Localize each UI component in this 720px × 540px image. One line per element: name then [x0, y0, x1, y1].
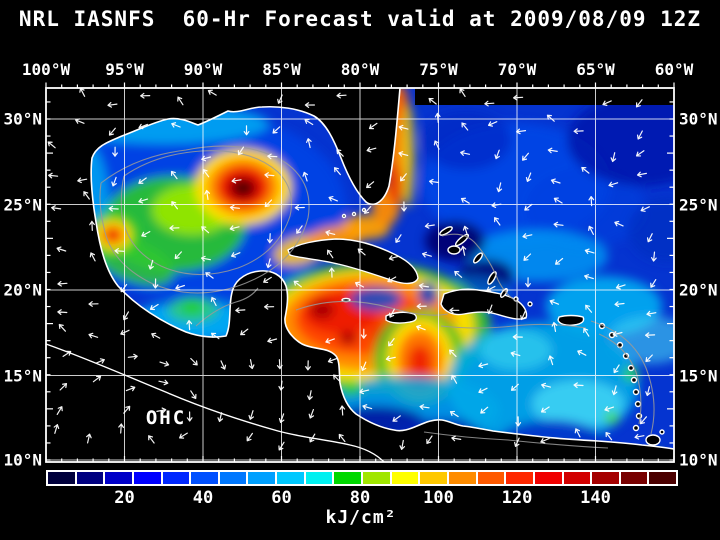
lat-label: 10°N [3, 450, 42, 470]
islands [287, 207, 665, 446]
colorbar [46, 470, 678, 486]
colorbar-segment [219, 472, 249, 484]
current-vector-arrows [47, 88, 657, 451]
lon-label: 85°W [262, 60, 301, 79]
bathymetry-contours [99, 145, 655, 449]
colorbar-segment [620, 472, 650, 484]
colorbar-tick-label: 120 [501, 488, 533, 508]
colorbar-tick-label: 40 [192, 488, 214, 508]
lat-lon-gridlines [46, 88, 674, 462]
colorbar-segment [534, 472, 564, 484]
colorbar-segment [649, 472, 677, 484]
atlantic-no-data-band [415, 88, 674, 105]
colorbar-segment [133, 472, 163, 484]
colorbar-segment [448, 472, 478, 484]
lon-label: 65°W [576, 60, 615, 79]
land-jamaica [385, 311, 418, 324]
colorbar-segment [477, 472, 507, 484]
lat-label: 15°N [3, 366, 42, 385]
land-trinidad [645, 434, 661, 446]
lon-label: 75°W [419, 60, 458, 79]
colorbar-segment [248, 472, 278, 484]
colorbar-segment [76, 472, 106, 484]
lat-label: 15°N [679, 366, 718, 385]
lat-label: 25°N [3, 195, 42, 214]
lat-label: 20°N [3, 280, 42, 300]
lon-label: 90°W [183, 60, 223, 79]
land-cuba [287, 238, 419, 285]
colorbar-tick-label: 60 [271, 488, 292, 508]
colorbar-segment [334, 472, 364, 484]
colorbar-tick-label: 140 [580, 488, 611, 508]
colorbar-segment [191, 472, 220, 484]
colorbar-segment [277, 472, 306, 484]
colorbar-tick-label: 80 [349, 488, 371, 508]
mainland-coastline [90, 87, 675, 450]
colorbar-segment [506, 472, 535, 484]
lat-label: 30°N [3, 109, 42, 129]
lon-label: 60°W [654, 60, 694, 79]
colorbar-tick-label: 100 [423, 488, 454, 508]
colorbar-segment [592, 472, 621, 484]
plot-title: NRL IASNFS 60-Hr Forecast valid at 2009/… [18, 7, 702, 31]
colorbar-segment [391, 472, 421, 484]
lat-label: 20°N [679, 280, 718, 300]
lon-label: 70°W [497, 60, 537, 79]
lon-label: 80°W [340, 60, 380, 79]
lon-label: 95°W [105, 60, 144, 79]
colorbar-segment [305, 472, 335, 484]
colorbar-segment [105, 472, 134, 484]
land-puerto-rico [557, 314, 585, 326]
lat-label: 25°N [679, 195, 718, 214]
lat-label: 10°N [679, 450, 718, 470]
colorbar-segment [563, 472, 593, 484]
warm-core-eddy [195, 149, 291, 225]
lat-label: 30°N [679, 109, 718, 129]
pacific-coastline [45, 343, 385, 463]
land-bahamas [439, 226, 533, 307]
map-frame [45, 87, 675, 463]
colorbar-unit-label: kJ/cm² [325, 507, 397, 528]
field-name-label: OHC [145, 407, 187, 429]
lon-label: 100°W [21, 60, 71, 79]
colorbar-segment [363, 472, 392, 484]
map-canvas [45, 82, 675, 463]
colorbar-segment [420, 472, 449, 484]
colorbar-segment [48, 472, 77, 484]
colorbar-tick-label: 20 [114, 488, 135, 508]
colorbar-segment [162, 472, 192, 484]
